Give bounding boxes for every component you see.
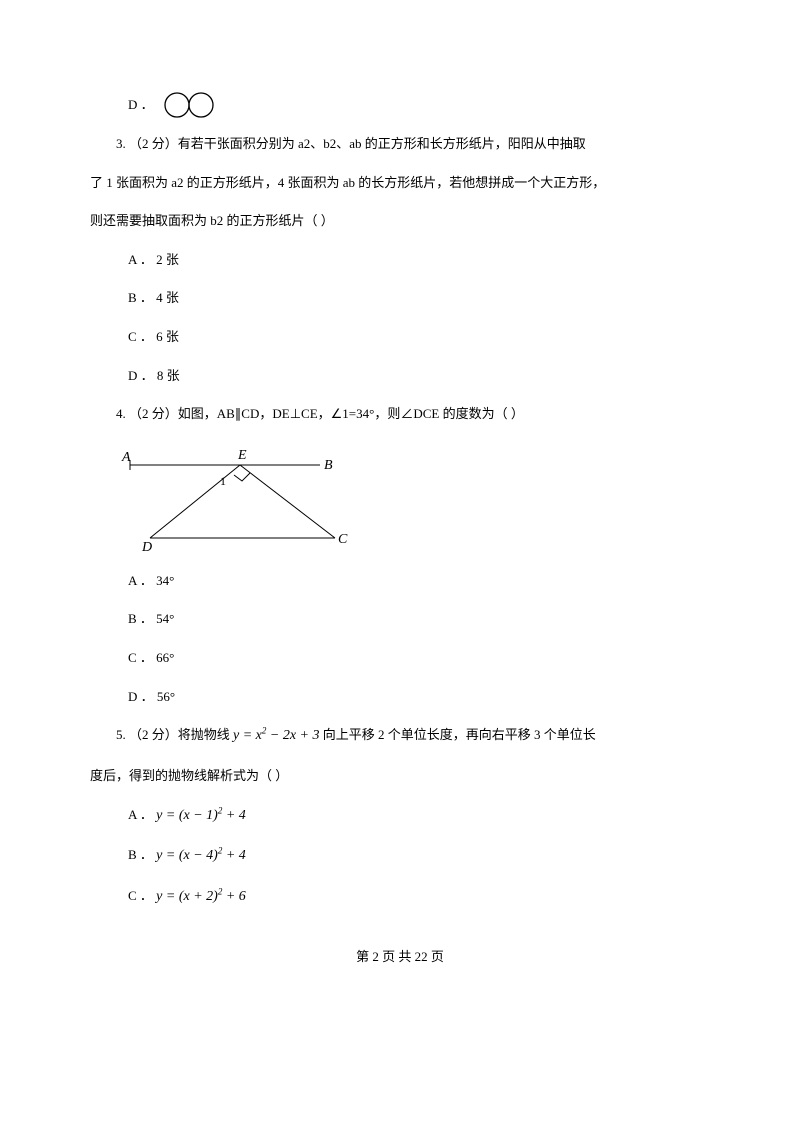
- q3-option-b: B ． 4 张: [90, 284, 710, 313]
- q5-option-c: C ． y = (x + 2)2 + 6: [90, 882, 710, 913]
- q4-option-a: A ． 34°: [90, 567, 710, 596]
- two-circles-icon: [162, 90, 218, 120]
- q4-diagram: A B D C E 1: [120, 443, 710, 553]
- q5-stem-suffix: 向上平移 2 个单位长度，再向右平移 3 个单位长: [323, 727, 596, 742]
- q5-stem-line2: 度后，得到的抛物线解析式为（ ）: [90, 762, 710, 791]
- q5-option-c-label: C ．: [128, 888, 156, 903]
- q5-option-a-formula: y = (x − 1)2 + 4: [156, 808, 246, 823]
- q3-stem-line1: 3. （2 分）有若干张面积分别为 a2、b2、ab 的正方形和长方形纸片，阳阳…: [90, 130, 710, 159]
- q2-option-d-label: D ．: [128, 91, 154, 120]
- q3-stem-line3: 则还需要抽取面积为 b2 的正方形纸片（ ）: [90, 207, 710, 236]
- page: D ． 3. （2 分）有若干张面积分别为 a2、b2、ab 的正方形和长方形纸…: [0, 0, 800, 1012]
- q5-stem-line1: 5. （2 分）将抛物线 y = x2 − 2x + 3 向上平移 2 个单位长…: [90, 721, 710, 752]
- q4-option-c: C ． 66°: [90, 644, 710, 673]
- label-B: B: [324, 458, 333, 473]
- q3-option-a: A ． 2 张: [90, 246, 710, 275]
- q5-option-b-label: B ．: [128, 847, 156, 862]
- page-footer: 第 2 页 共 22 页: [90, 943, 710, 972]
- q4-option-d: D ． 56°: [90, 683, 710, 712]
- q5-stem-formula: y = x2 − 2x + 3: [233, 728, 319, 743]
- q2-option-d: D ．: [90, 90, 710, 120]
- label-E: E: [237, 448, 247, 463]
- label-angle-1: 1: [220, 474, 226, 488]
- label-D: D: [141, 540, 152, 553]
- q3-option-c: C ． 6 张: [90, 323, 710, 352]
- q3-option-d: D ． 8 张: [90, 362, 710, 391]
- q4-stem: 4. （2 分）如图，AB∥CD，DE⊥CE，∠1=34°，则∠DCE 的度数为…: [90, 400, 710, 429]
- q5-option-b-formula: y = (x − 4)2 + 4: [156, 848, 246, 863]
- q5-option-b: B ． y = (x − 4)2 + 4: [90, 841, 710, 872]
- q4-option-b: B ． 54°: [90, 605, 710, 634]
- q5-stem-prefix: 5. （2 分）将抛物线: [116, 727, 233, 742]
- label-C: C: [338, 532, 348, 547]
- q5-option-a-label: A ．: [128, 807, 156, 822]
- q5-option-c-formula: y = (x + 2)2 + 6: [156, 889, 246, 904]
- label-A: A: [121, 450, 131, 465]
- q3-stem-line2: 了 1 张面积为 a2 的正方形纸片，4 张面积为 ab 的长方形纸片，若他想拼…: [90, 169, 710, 198]
- q5-option-a: A ． y = (x − 1)2 + 4: [90, 801, 710, 832]
